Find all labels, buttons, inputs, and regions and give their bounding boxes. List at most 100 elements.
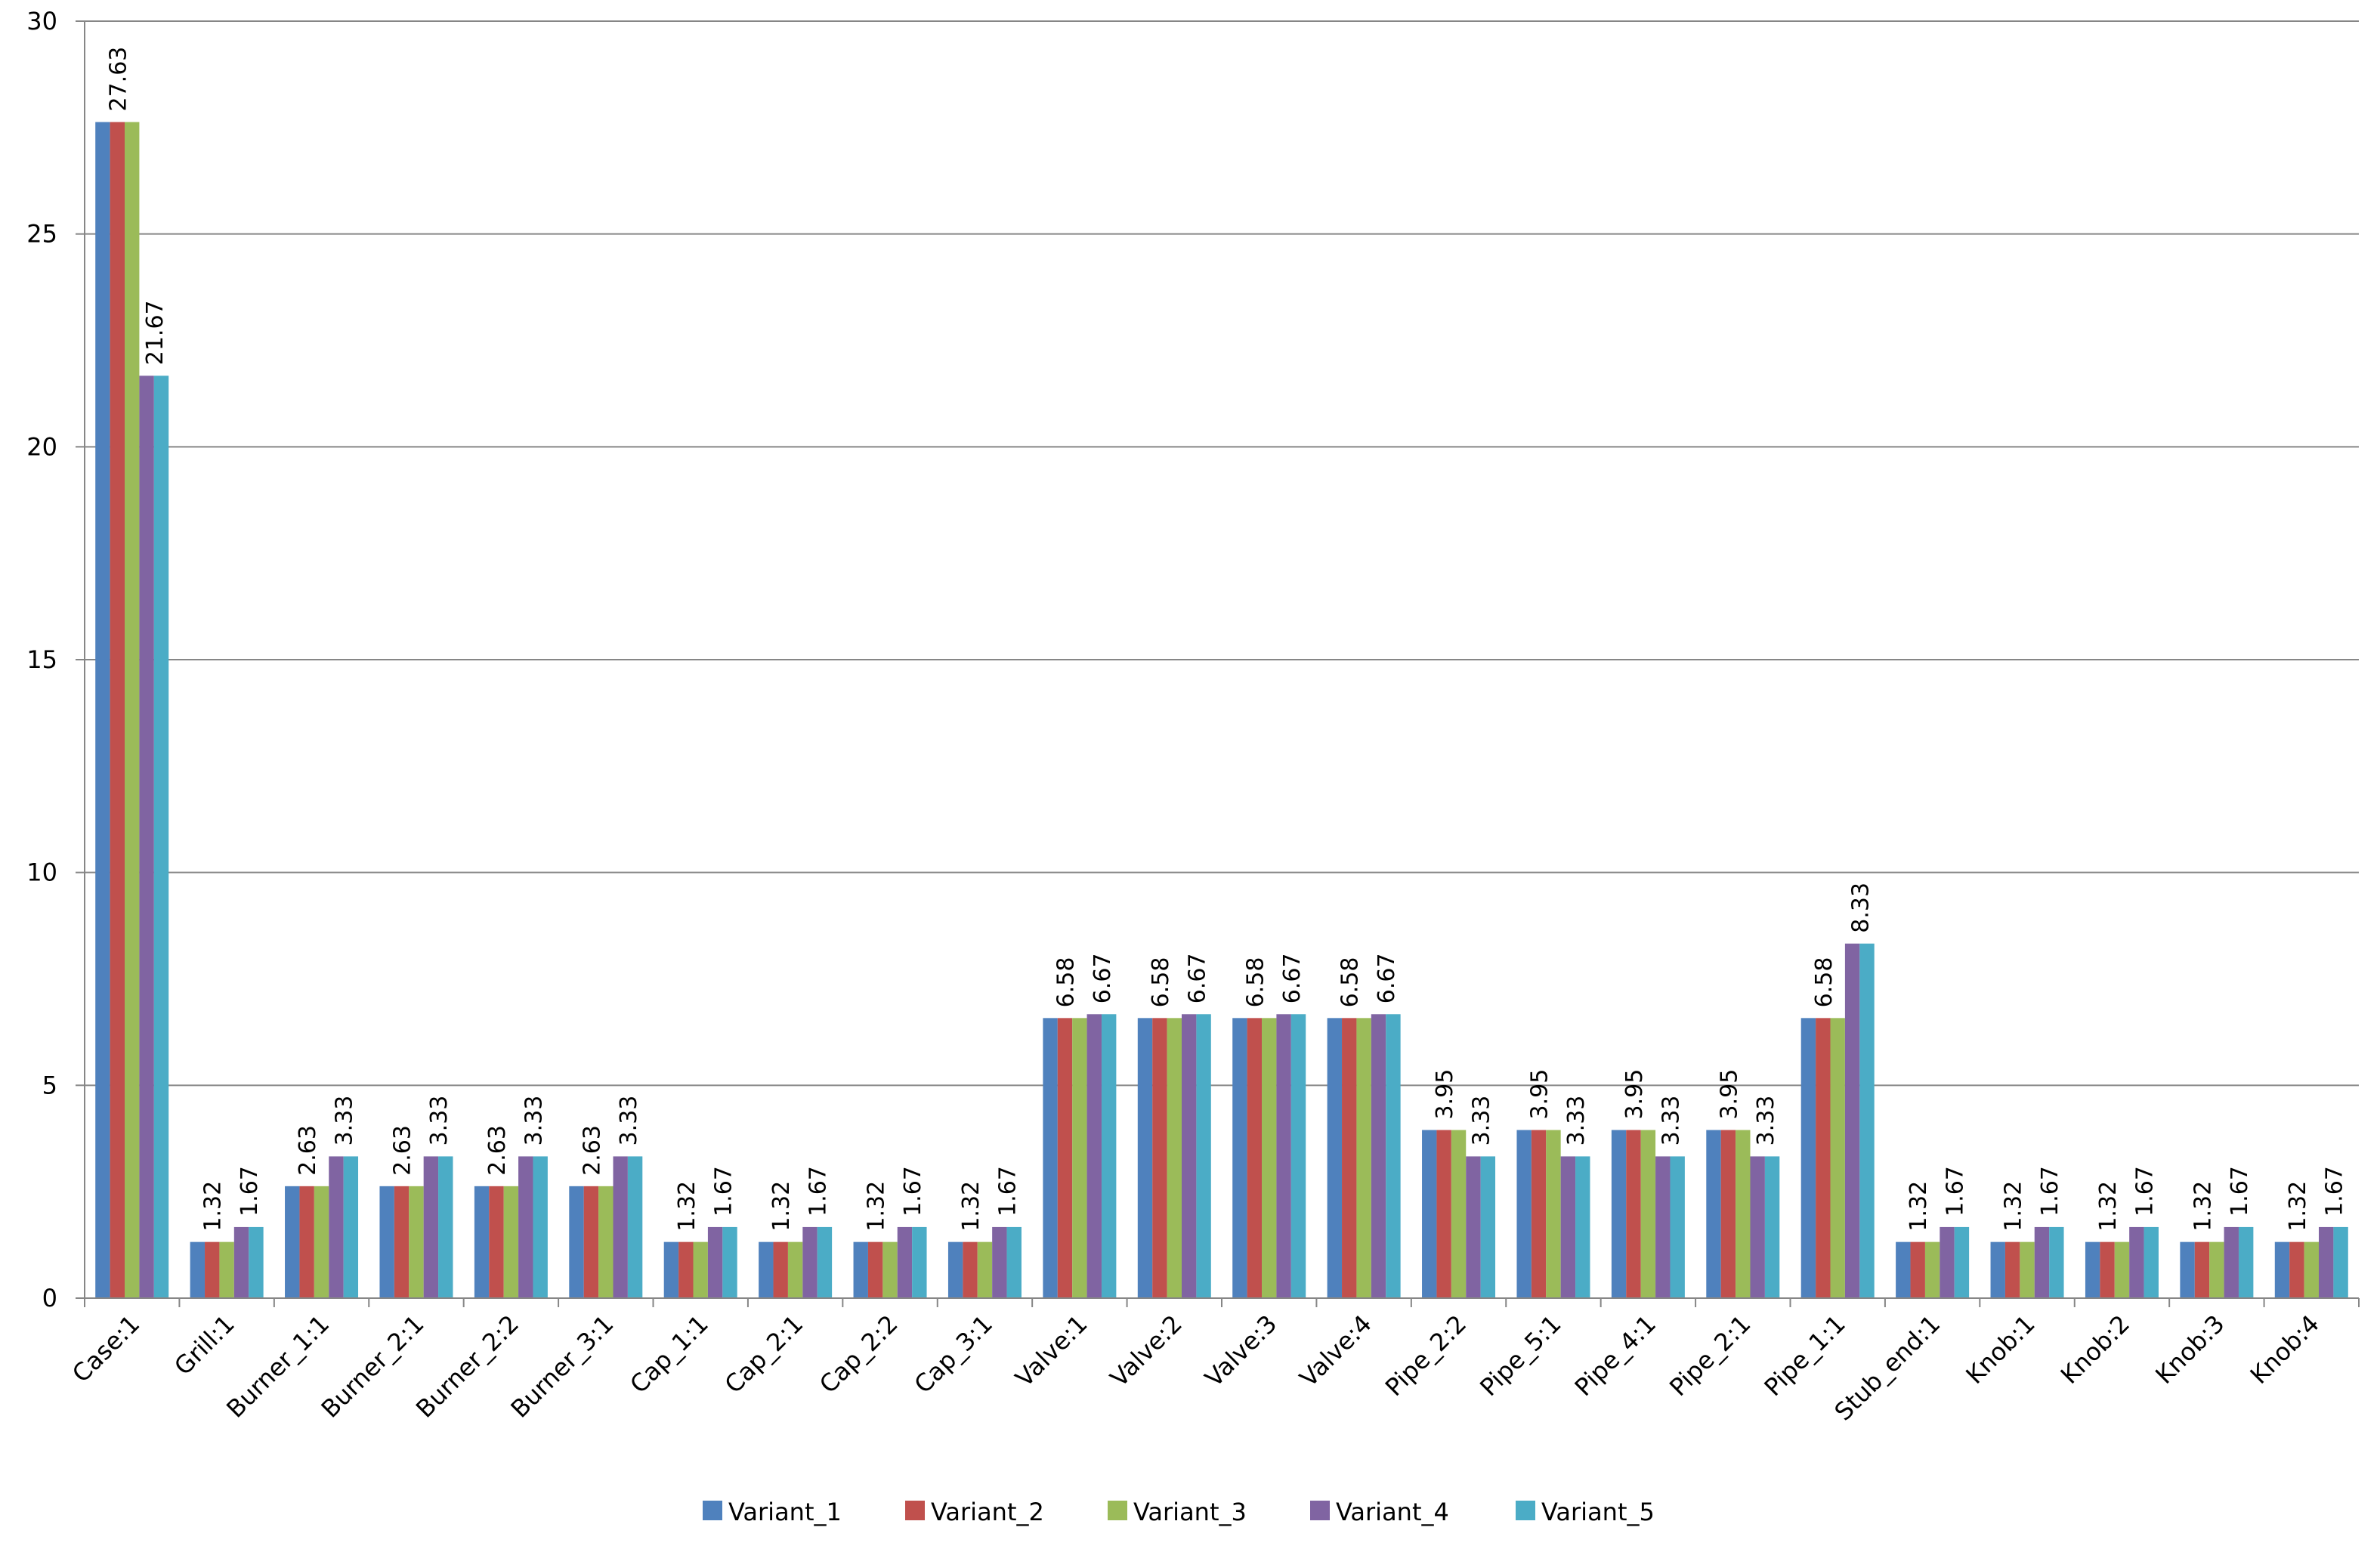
bar-variant-2 [1531, 1130, 1547, 1298]
x-tick-label: Knob:3 [2150, 1309, 2230, 1390]
x-tick-label: Knob:4 [2245, 1309, 2325, 1390]
bar-variant-1 [663, 1241, 679, 1298]
bar-variant-4 [139, 376, 154, 1299]
x-tick-label: Cap_1:1 [624, 1309, 714, 1399]
bar-variant-5 [1764, 1156, 1780, 1298]
legend-label: Variant_5 [1541, 1498, 1655, 1526]
bar-variant-3 [598, 1186, 614, 1298]
legend: Variant_1 Variant_2 Variant_3 Variant_4 Vari… [703, 1498, 1655, 1526]
data-label: 6.67 [1090, 953, 1116, 1003]
bar-variant-2 [2289, 1241, 2304, 1298]
bar-variant-1 [1043, 1018, 1058, 1298]
bar-variant-1 [474, 1186, 490, 1298]
x-tick-label: Pipe_2:2 [1380, 1309, 1472, 1402]
legend-swatch-variant-3 [1108, 1501, 1127, 1520]
bar-variant-5 [1006, 1226, 1022, 1298]
y-tick-label: 25 [26, 220, 57, 249]
data-label: 1.32 [200, 1181, 227, 1232]
bar-variant-1 [1706, 1130, 1721, 1298]
bar-variant-4 [2224, 1226, 2239, 1298]
bar-variant-4 [1655, 1156, 1671, 1298]
bar-variant-1 [1896, 1241, 1911, 1298]
bar-variant-3 [1546, 1130, 1561, 1298]
bar-variant-5 [1101, 1014, 1117, 1298]
data-label: 3.33 [1563, 1096, 1590, 1146]
data-label: 2.63 [390, 1125, 416, 1176]
data-label: 6.67 [1374, 953, 1400, 1003]
data-label: 1.67 [995, 1166, 1022, 1217]
bar-variant-1 [2085, 1241, 2100, 1298]
data-label: 1.32 [2190, 1181, 2216, 1232]
bar-variant-4 [1086, 1014, 1102, 1298]
y-tick-label: 20 [26, 432, 57, 461]
bar-variant-3 [2304, 1241, 2319, 1298]
data-label: 2.63 [579, 1125, 605, 1176]
bar-variant-5 [249, 1226, 264, 1298]
x-tick-label: Valve:1 [1009, 1309, 1093, 1393]
y-tick-label: 10 [26, 858, 57, 887]
bar-variant-5 [1670, 1156, 1685, 1298]
bar-variant-3 [2114, 1241, 2130, 1298]
bar-variant-1 [379, 1186, 394, 1298]
bar-variant-4 [329, 1156, 344, 1298]
x-tick-label: Case:1 [66, 1309, 145, 1388]
bar-variant-1 [1137, 1018, 1153, 1298]
bar-variant-5 [2049, 1226, 2064, 1298]
data-label: 1.32 [768, 1181, 795, 1232]
bar-variant-4 [1276, 1014, 1291, 1298]
bar-variant-3 [125, 122, 140, 1298]
x-tick-label: Pipe_5:1 [1474, 1309, 1566, 1402]
bar-variant-3 [1451, 1130, 1467, 1298]
bar-variant-4 [1371, 1014, 1386, 1298]
gridlines [85, 20, 2359, 1299]
data-label: 3.95 [1621, 1069, 1648, 1120]
bar-variant-5 [627, 1156, 643, 1298]
bar-variant-1 [1422, 1130, 1437, 1298]
x-tick-label: Pipe_2:1 [1664, 1309, 1756, 1402]
x-tick-label: Pipe_1:1 [1759, 1309, 1851, 1402]
y-tick-label: 15 [26, 645, 57, 674]
bar-variant-4 [233, 1226, 249, 1298]
bar-variant-2 [110, 122, 125, 1298]
bar-variant-2 [2194, 1241, 2210, 1298]
bar-variant-2 [2004, 1241, 2020, 1298]
legend-swatch-variant-4 [1310, 1501, 1330, 1520]
data-label: 6.67 [1279, 953, 1306, 1003]
bar-variant-2 [299, 1186, 314, 1298]
x-tick-label: Grill:1 [168, 1309, 240, 1381]
bar-variant-2 [1342, 1018, 1357, 1298]
bar-variant-2 [205, 1241, 220, 1298]
bar-variant-1 [1611, 1130, 1627, 1298]
bar-variant-1 [569, 1186, 584, 1298]
bar-variant-5 [2238, 1226, 2254, 1298]
data-label: 2.63 [484, 1125, 511, 1176]
bar-variant-3 [409, 1186, 424, 1298]
bar-variant-2 [1057, 1018, 1073, 1298]
bar-variant-5 [438, 1156, 453, 1298]
legend-label: Variant_4 [1336, 1498, 1449, 1526]
data-label: 1.67 [2227, 1166, 2253, 1217]
bar-variant-5 [2144, 1226, 2159, 1298]
bar-variant-5 [1575, 1156, 1590, 1298]
legend-swatch-variant-2 [905, 1501, 925, 1520]
bars [95, 122, 2348, 1299]
data-label: 27.63 [105, 47, 131, 112]
bar-variant-4 [1181, 1014, 1197, 1298]
data-label: 3.95 [1716, 1069, 1742, 1120]
data-label: 6.67 [1184, 953, 1210, 1003]
bar-variant-2 [583, 1186, 599, 1298]
y-tick-label: 30 [26, 7, 57, 36]
bar-variant-3 [1830, 1018, 1845, 1298]
x-tick-label: Pipe_4:1 [1569, 1309, 1661, 1402]
bar-variant-2 [867, 1241, 883, 1298]
legend-label: Variant_1 [728, 1498, 842, 1526]
bar-variant-3 [693, 1241, 708, 1298]
bar-variant-4 [992, 1226, 1007, 1298]
bar-variant-2 [394, 1186, 410, 1298]
data-label: 3.33 [426, 1096, 453, 1146]
legend-label: Variant_2 [931, 1498, 1044, 1526]
data-label: 1.67 [2037, 1166, 2063, 1217]
data-label: 1.67 [805, 1166, 832, 1217]
bar-variant-1 [285, 1186, 300, 1298]
